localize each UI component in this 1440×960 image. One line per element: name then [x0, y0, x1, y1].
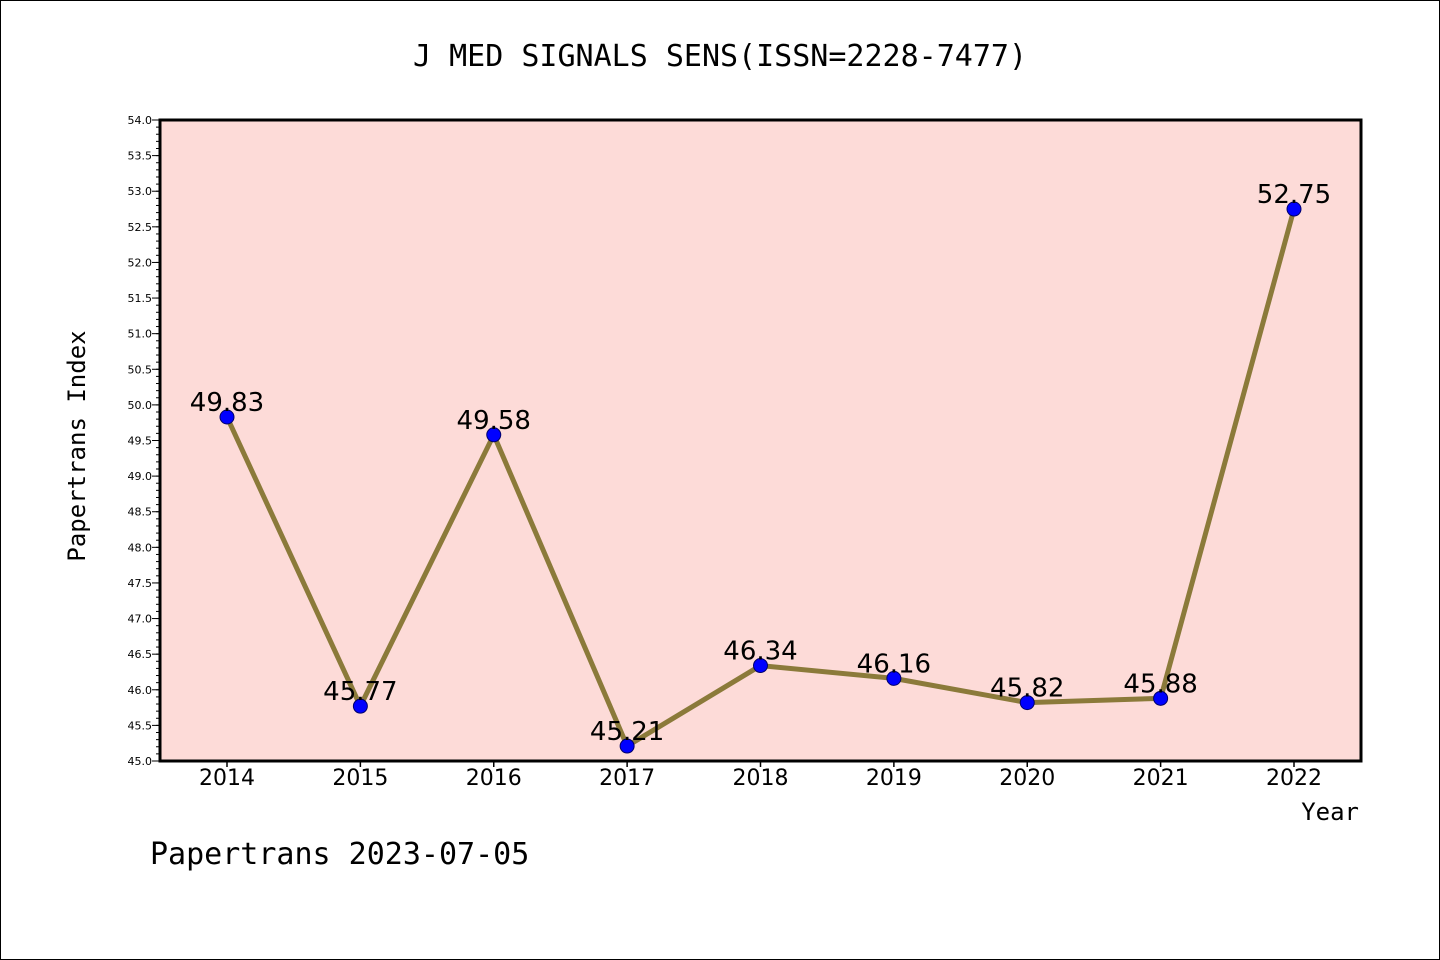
data-point: [886, 670, 902, 686]
data-label: 49.58: [457, 406, 531, 436]
data-label: 46.16: [857, 649, 931, 679]
x-tick-label: 2014: [199, 766, 255, 791]
data-point: [352, 698, 368, 714]
y-tick-label: 46.0: [128, 684, 153, 697]
x-tick-label: 2022: [1266, 766, 1322, 791]
markers-group: [219, 201, 1302, 754]
data-point: [219, 409, 235, 425]
x-tick-label: 2020: [999, 766, 1055, 791]
data-point: [1019, 695, 1035, 711]
y-tick-label: 53.5: [128, 150, 153, 163]
data-point: [753, 658, 768, 674]
x-tick-label: 2016: [466, 766, 522, 791]
y-tick-label: 48.0: [128, 541, 153, 554]
data-label: 52.75: [1257, 180, 1331, 210]
data-point: [619, 738, 635, 754]
y-axis-label: Papertrans Index: [63, 330, 91, 561]
y-axis: 45.0 45.5 46.0 46.5 47.0 47.5 48.0 48.5 49.0 49.5…: [128, 114, 160, 768]
data-point: [1153, 690, 1169, 706]
x-tick-label: 2017: [599, 766, 655, 791]
data-label: 49.83: [190, 388, 264, 418]
y-tick-label: 54.0: [128, 114, 153, 127]
x-tick-label: 2015: [332, 766, 388, 791]
data-label: 45.88: [1123, 669, 1197, 699]
y-tick-label: 49.5: [128, 435, 153, 448]
y-tick-label: 50.0: [128, 399, 153, 412]
y-tick-label: 45.0: [128, 755, 153, 768]
data-label: 45.82: [990, 674, 1064, 704]
y-tick-label: 52.0: [128, 256, 153, 269]
x-tick-label: 2018: [733, 766, 789, 791]
y-tick-label: 51.0: [128, 328, 153, 341]
y-tick-label: 47.0: [128, 613, 153, 626]
y-tick-label: 53.0: [128, 185, 153, 198]
x-tick-label: 2019: [866, 766, 922, 791]
y-tick-label: 45.5: [128, 719, 153, 732]
y-tick-label: 51.5: [128, 292, 153, 305]
y-tick-label: 48.5: [128, 506, 153, 519]
chart-title: J MED SIGNALS SENS(ISSN=2228-7477): [413, 39, 1027, 74]
data-label: 45.77: [323, 677, 397, 707]
data-label: 45.21: [590, 717, 664, 747]
y-tick-label: 52.5: [128, 221, 153, 234]
data-label: 46.34: [723, 637, 797, 667]
footer-text: Papertrans 2023-07-05: [150, 837, 529, 872]
y-tick-label: 49.0: [128, 470, 153, 483]
x-tick-label: 2021: [1133, 766, 1189, 791]
x-axis-label: Year: [1301, 798, 1359, 826]
plot-area: [158, 118, 1363, 763]
data-point: [486, 427, 502, 443]
y-tick-label: 50.5: [128, 363, 153, 376]
data-point: [1286, 201, 1302, 217]
y-tick-label: 46.5: [128, 648, 153, 661]
data-labels-group: 49.83 45.77 49.58 45.21 46.34 46.16 45.82 45.88…: [190, 180, 1331, 747]
y-tick-label: 47.5: [128, 577, 153, 590]
x-axis: 2014 2015 2016 2017 2018 2019 2020 2021 2022: [199, 761, 1322, 791]
